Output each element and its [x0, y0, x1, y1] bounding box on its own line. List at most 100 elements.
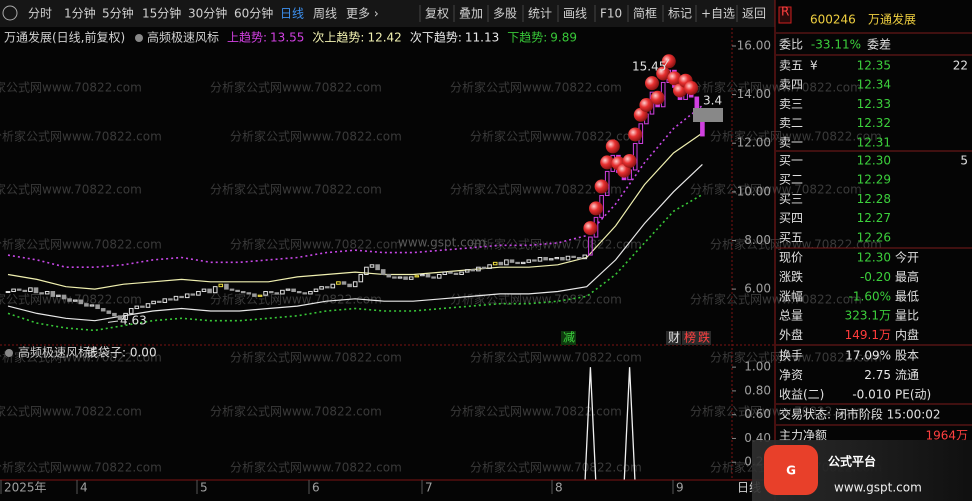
period-tab[interactable]: 5分钟 — [102, 6, 134, 21]
signal-box — [561, 331, 576, 345]
candle — [151, 300, 156, 305]
quote-text: PE(动) — [895, 387, 931, 401]
candle — [313, 288, 319, 293]
candle — [168, 298, 173, 301]
period-tab[interactable]: 15分钟 — [142, 6, 181, 21]
quote-text: 主力净额 — [779, 429, 827, 443]
trend-band — [7, 193, 703, 332]
high-pointer — [663, 59, 670, 68]
candle — [263, 291, 268, 296]
period-tab[interactable]: 周线 — [313, 7, 337, 21]
badge-text: R — [781, 5, 789, 19]
candle — [341, 281, 347, 285]
toolbar-button[interactable]: 返回 — [742, 7, 766, 21]
toolbar-button[interactable]: +自选 — [701, 7, 735, 21]
candle — [16, 288, 22, 291]
quote-text: 最高 — [895, 269, 919, 284]
x-tick-label: 6 — [312, 481, 320, 495]
candle — [190, 293, 196, 296]
quote-text: 交易状态: 闭市阶段 15:00:02 — [779, 407, 941, 422]
candle — [448, 271, 453, 274]
watermark: 分析家公式网www.70822.com — [710, 350, 882, 365]
quote-text: 委比 — [779, 38, 803, 52]
candle — [565, 255, 571, 261]
period-tab[interactable]: 30分钟 — [188, 6, 227, 21]
candle — [196, 291, 201, 296]
quote-text: 流通 — [895, 368, 919, 382]
legend-value: 9.89 — [550, 31, 577, 45]
period-tab[interactable]: 分时 — [28, 7, 52, 21]
low-pointer — [107, 320, 119, 323]
candle — [392, 276, 397, 279]
toolbar-button[interactable]: 复权 — [425, 7, 449, 21]
period-tab[interactable]: 更多 › — [346, 7, 379, 21]
sub-title: 高频极速风标F — [18, 345, 97, 360]
candle — [520, 261, 526, 265]
candle — [336, 281, 341, 285]
candle — [526, 259, 532, 263]
quote-text: 17.09% — [845, 349, 891, 363]
site-watermark: www.gspt.com — [398, 236, 486, 250]
quote-text: -1.60% — [849, 289, 891, 303]
candle — [532, 259, 537, 262]
y-tick-label: 1.00 — [744, 360, 771, 374]
candle — [229, 288, 235, 291]
quote-text: 12.31 — [857, 135, 891, 149]
y-tick-label: 10.00 — [737, 184, 771, 198]
watermark: 分析家公式网www.70822.com — [0, 182, 142, 197]
toolbar-button[interactable]: 画线 — [563, 7, 587, 21]
candle — [700, 120, 705, 137]
candle — [268, 291, 274, 294]
candle — [504, 259, 509, 266]
quote-text: 委差 — [867, 38, 891, 52]
candle — [560, 256, 565, 261]
candle — [543, 256, 548, 261]
quote-text: 外盘 — [779, 327, 803, 342]
signal-ball — [650, 90, 665, 105]
period-tab[interactable]: 日线 — [280, 7, 304, 21]
quote-text: 1964万 — [925, 429, 968, 443]
watermark: 分析家公式网www.70822.com — [210, 404, 382, 419]
toolbar-button[interactable]: 多股 — [493, 7, 517, 21]
candle — [257, 294, 263, 297]
quote-text: ¥ — [810, 59, 818, 73]
candle — [352, 281, 358, 288]
y-tick-label: 0.60 — [744, 407, 771, 421]
x-tick-label: 5 — [200, 481, 208, 495]
toolbar-button[interactable]: F10 — [600, 7, 622, 21]
quote-text: 卖五 — [779, 59, 803, 73]
candle — [78, 299, 84, 305]
watermark: 分析家公式网www.70822.com — [230, 237, 402, 252]
quote-text: -33.11% — [811, 38, 861, 52]
candle — [95, 304, 100, 310]
candle — [106, 310, 112, 314]
signal-ball — [667, 71, 682, 86]
period-tab[interactable]: 1分钟 — [64, 6, 96, 21]
candle — [375, 264, 380, 271]
quote-text: 323.1万 — [845, 309, 891, 323]
x-tick-label: 7 — [425, 481, 433, 495]
legend-value: 13.55 — [270, 31, 304, 45]
watermark: 分析家公式网www.70822.com — [230, 350, 402, 365]
toolbar-button[interactable]: 标记 — [668, 7, 692, 21]
candle — [11, 288, 16, 293]
legend-label: 次下趋势: — [410, 31, 462, 45]
candle — [380, 269, 386, 276]
signal-ball — [600, 155, 615, 170]
period-tab[interactable]: 60分钟 — [234, 6, 273, 21]
candle — [386, 274, 392, 278]
candle — [453, 272, 459, 276]
candle — [134, 305, 140, 310]
badge — [778, 6, 792, 24]
toolbar-button[interactable]: 叠加 — [459, 7, 483, 21]
candle — [436, 274, 442, 279]
watermark: 分析家公式网www.70822.com — [450, 80, 622, 95]
watermark: 分析家公式网www.70822.com — [690, 80, 862, 95]
toolbar-button[interactable]: 统计 — [528, 7, 552, 21]
candle — [280, 289, 285, 295]
logo-icon — [764, 445, 818, 495]
candle — [464, 269, 470, 273]
toolbar-button[interactable]: 简框 — [633, 7, 657, 21]
